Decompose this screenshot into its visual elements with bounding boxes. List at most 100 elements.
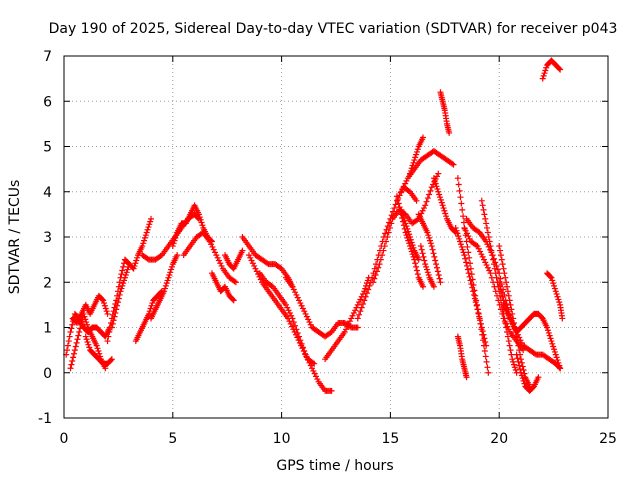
y-tick-label: 0 (43, 366, 52, 382)
data-point (144, 255, 151, 262)
data-point (388, 220, 395, 227)
data-point (307, 321, 314, 328)
data-point (410, 253, 417, 260)
data-point (303, 354, 310, 361)
data-point (423, 263, 430, 270)
axis-ticks (63, 55, 609, 419)
data-point (476, 315, 483, 322)
data-point (426, 234, 433, 241)
data-point (108, 357, 115, 364)
data-point (458, 243, 465, 250)
data-point (449, 160, 456, 167)
data-point (372, 272, 379, 279)
x-tick-label: 5 (168, 431, 177, 447)
data-point (147, 218, 154, 225)
data-point (535, 374, 542, 381)
data-point (166, 272, 173, 279)
data-point (116, 291, 123, 298)
data-point (149, 300, 156, 307)
data-point (310, 367, 317, 374)
data-point (293, 326, 300, 333)
data-point (287, 320, 294, 327)
data-point (402, 220, 409, 227)
data-point (217, 260, 224, 267)
data-point (245, 252, 252, 259)
data-point (421, 257, 428, 264)
data-point (134, 254, 141, 261)
data-point (104, 338, 111, 345)
data-point (454, 230, 461, 237)
data-point (557, 66, 564, 73)
data-point (141, 237, 148, 244)
data-point (380, 247, 387, 254)
data-point (484, 364, 491, 371)
data-point (214, 254, 221, 261)
data-point (552, 288, 559, 295)
data-point (64, 342, 71, 349)
data-point (515, 358, 522, 365)
data-point (410, 244, 417, 251)
data-point (354, 315, 361, 322)
data-point (131, 262, 138, 269)
data-point (358, 304, 365, 311)
data-point (433, 183, 440, 190)
data-point (398, 206, 405, 213)
data-point (489, 252, 496, 259)
data-point (433, 264, 440, 271)
data-point (420, 134, 427, 141)
data-point (354, 324, 361, 331)
data-point (363, 290, 370, 297)
data-point (113, 306, 120, 313)
data-point (474, 243, 481, 250)
data-point (398, 188, 405, 195)
data-point (382, 230, 389, 237)
data-point (498, 290, 505, 297)
data-point (474, 306, 481, 313)
data-point (75, 332, 82, 339)
data-point (455, 233, 462, 240)
data-point (93, 342, 100, 349)
data-point (407, 236, 414, 243)
data-point (104, 310, 111, 317)
data-point (430, 250, 437, 257)
data-point (406, 231, 413, 238)
data-point (117, 288, 124, 295)
data-point (553, 291, 560, 298)
data-point (114, 302, 121, 309)
data-point (441, 207, 448, 214)
data-point (461, 224, 468, 231)
data-point (146, 221, 153, 228)
data-point (437, 279, 444, 286)
data-point (67, 365, 74, 372)
data-point (510, 323, 517, 330)
data-point (101, 300, 108, 307)
data-point (292, 322, 299, 329)
data-point (405, 187, 412, 194)
data-point (65, 338, 72, 345)
data-point (143, 229, 150, 236)
data-point (408, 165, 415, 172)
data-point (473, 297, 480, 304)
data-point (413, 267, 420, 274)
data-point (346, 318, 353, 325)
data-point (531, 350, 538, 357)
data-point (501, 304, 508, 311)
data-point (512, 326, 519, 333)
data-point (123, 269, 130, 276)
data-point (361, 297, 368, 304)
data-point (521, 380, 528, 387)
data-point (197, 216, 204, 223)
data-point (167, 269, 174, 276)
data-point (480, 256, 487, 263)
series-arc-09 (148, 252, 181, 322)
data-point (503, 324, 510, 331)
data-point (162, 282, 169, 289)
data-point (69, 321, 76, 328)
data-point (73, 339, 80, 346)
data-point (84, 338, 91, 345)
data-point (289, 283, 296, 290)
data-point (118, 271, 125, 278)
series-arc-17 (282, 274, 361, 340)
data-point (553, 354, 560, 361)
data-point (366, 282, 373, 289)
